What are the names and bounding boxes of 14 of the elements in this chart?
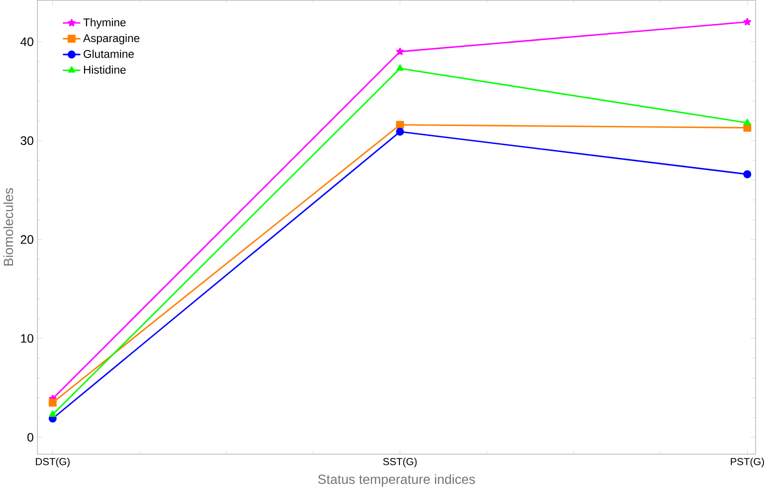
y-tick-label: 40 (20, 37, 34, 46)
y-tick-label: 30 (20, 136, 34, 145)
legend-label: Histidine (84, 65, 126, 74)
y-tick-label: 20 (20, 235, 34, 244)
x-axis-title: Status temperature indices (318, 474, 475, 487)
y-axis-title: Biomolecules (3, 188, 14, 266)
x-tick-label: SST(G) (383, 458, 417, 468)
y-tick-label: 0 (27, 432, 34, 442)
legend-label: Asparagine (83, 34, 140, 44)
legend-label: Thymine (83, 18, 126, 29)
x-tick-label: DST(G) (36, 458, 70, 468)
legend-label: Glutamine (84, 50, 134, 58)
x-tick-label: PST(G) (730, 458, 764, 468)
y-tick-label: 10 (21, 334, 34, 343)
